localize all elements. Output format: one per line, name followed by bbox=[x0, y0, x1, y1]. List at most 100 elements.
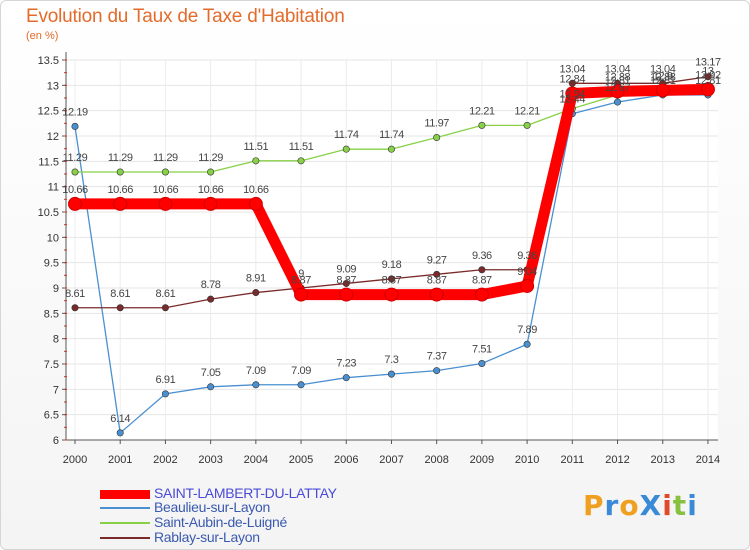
data-point bbox=[342, 145, 350, 153]
data-label: 10.66 bbox=[153, 184, 179, 196]
data-label: 12.44 bbox=[560, 94, 586, 106]
data-point bbox=[294, 287, 309, 302]
data-label: 9.09 bbox=[336, 263, 356, 275]
x-tick-label: 2007 bbox=[379, 454, 403, 466]
data-point bbox=[116, 168, 124, 176]
data-label: 13.04 bbox=[560, 63, 586, 75]
data-label: 7.09 bbox=[246, 365, 266, 377]
data-point bbox=[429, 287, 444, 302]
data-label: 8.87 bbox=[472, 275, 492, 287]
legend-swatch bbox=[100, 537, 150, 539]
data-point bbox=[610, 84, 625, 99]
data-label: 11.29 bbox=[63, 152, 88, 164]
data-point bbox=[252, 157, 260, 165]
x-tick-label: 2013 bbox=[650, 454, 674, 466]
y-tick-label: 11.5 bbox=[38, 156, 59, 168]
data-label: 8.87 bbox=[336, 275, 356, 287]
legend-label: Rablay-sur-Layon bbox=[154, 529, 260, 545]
y-tick-label: 9 bbox=[53, 283, 59, 295]
data-label: 11.74 bbox=[334, 129, 359, 141]
y-tick-label: 10 bbox=[47, 232, 59, 244]
data-point bbox=[68, 196, 82, 211]
data-point bbox=[116, 304, 124, 312]
x-tick-label: 2002 bbox=[153, 454, 177, 466]
data-label: 11.74 bbox=[379, 129, 404, 141]
data-label: 12.81 bbox=[650, 75, 676, 87]
x-tick-label: 2004 bbox=[244, 454, 268, 466]
x-tick-label: 2014 bbox=[696, 454, 720, 466]
data-label: 12.21 bbox=[514, 105, 540, 117]
y-tick-label: 11 bbox=[48, 182, 59, 194]
data-point bbox=[655, 83, 670, 98]
data-label: 11.29 bbox=[153, 152, 178, 164]
data-label: 8.87 bbox=[382, 275, 402, 287]
data-label: 9.36 bbox=[517, 250, 537, 262]
data-point bbox=[161, 304, 169, 312]
legend-swatch bbox=[100, 522, 150, 524]
x-tick-label: 2011 bbox=[560, 454, 584, 466]
data-point bbox=[384, 287, 399, 302]
data-label: 11.97 bbox=[424, 118, 449, 130]
data-point bbox=[297, 381, 305, 389]
data-label: 12.81 bbox=[605, 75, 631, 87]
legend-label: Saint-Aubin-de-Luigné bbox=[154, 514, 288, 530]
data-point bbox=[478, 266, 486, 274]
y-axis-unit: (en %) bbox=[26, 30, 59, 42]
data-label: 12.19 bbox=[62, 106, 88, 118]
x-tick-label: 2012 bbox=[605, 454, 629, 466]
data-label: 8.61 bbox=[156, 288, 176, 300]
data-point bbox=[207, 383, 215, 391]
data-label: 10.66 bbox=[107, 184, 133, 196]
data-point bbox=[474, 287, 489, 302]
data-label: 7.89 bbox=[517, 324, 537, 336]
data-point bbox=[339, 287, 354, 302]
data-point bbox=[614, 98, 622, 106]
data-point bbox=[704, 73, 712, 81]
data-label: 8.87 bbox=[427, 275, 447, 287]
data-point bbox=[433, 367, 441, 375]
data-label: 11.51 bbox=[289, 141, 314, 153]
data-label: 11.29 bbox=[198, 152, 223, 164]
data-point bbox=[523, 121, 531, 129]
proxiti-logo: ProXiti bbox=[583, 489, 698, 522]
data-point bbox=[113, 196, 128, 211]
data-label: 13.17 bbox=[695, 57, 721, 69]
data-point bbox=[71, 168, 79, 176]
data-point bbox=[387, 370, 395, 378]
y-tick-label: 10.5 bbox=[38, 207, 59, 219]
data-label: 11.51 bbox=[243, 141, 268, 153]
data-label: 12.67 bbox=[605, 82, 631, 94]
data-point bbox=[433, 134, 441, 142]
data-label: 10.66 bbox=[243, 184, 269, 196]
y-tick-label: 12 bbox=[47, 131, 59, 143]
data-point bbox=[433, 270, 441, 278]
data-point bbox=[203, 196, 218, 211]
y-tick-label: 8.5 bbox=[44, 308, 59, 320]
data-label: 8.61 bbox=[65, 288, 85, 300]
data-label: 12.9 bbox=[653, 70, 673, 82]
data-point bbox=[478, 121, 486, 129]
data-label: 8.61 bbox=[110, 288, 130, 300]
x-tick-label: 2001 bbox=[108, 454, 132, 466]
data-point bbox=[207, 295, 215, 303]
data-label: 8.87 bbox=[291, 275, 311, 287]
data-label: 11.29 bbox=[108, 152, 133, 164]
data-label: 7.37 bbox=[427, 351, 447, 363]
data-label: 6.14 bbox=[110, 413, 130, 425]
data-label: 9.36 bbox=[472, 250, 492, 262]
data-label: 9.04 bbox=[517, 266, 537, 278]
y-tick-label: 6.5 bbox=[44, 410, 59, 422]
y-tick-label: 6 bbox=[53, 435, 59, 447]
legend-swatch bbox=[100, 507, 150, 509]
data-point bbox=[520, 278, 535, 293]
data-label: 13.04 bbox=[605, 63, 631, 75]
data-point bbox=[71, 304, 79, 312]
data-point bbox=[248, 196, 263, 211]
data-label: 13.04 bbox=[650, 63, 676, 75]
x-tick-label: 2000 bbox=[63, 454, 87, 466]
x-tick-label: 2006 bbox=[334, 454, 358, 466]
data-label: 6.91 bbox=[156, 374, 176, 386]
legend-label: Beaulieu-sur-Layon bbox=[154, 499, 271, 515]
x-tick-label: 2009 bbox=[470, 454, 494, 466]
